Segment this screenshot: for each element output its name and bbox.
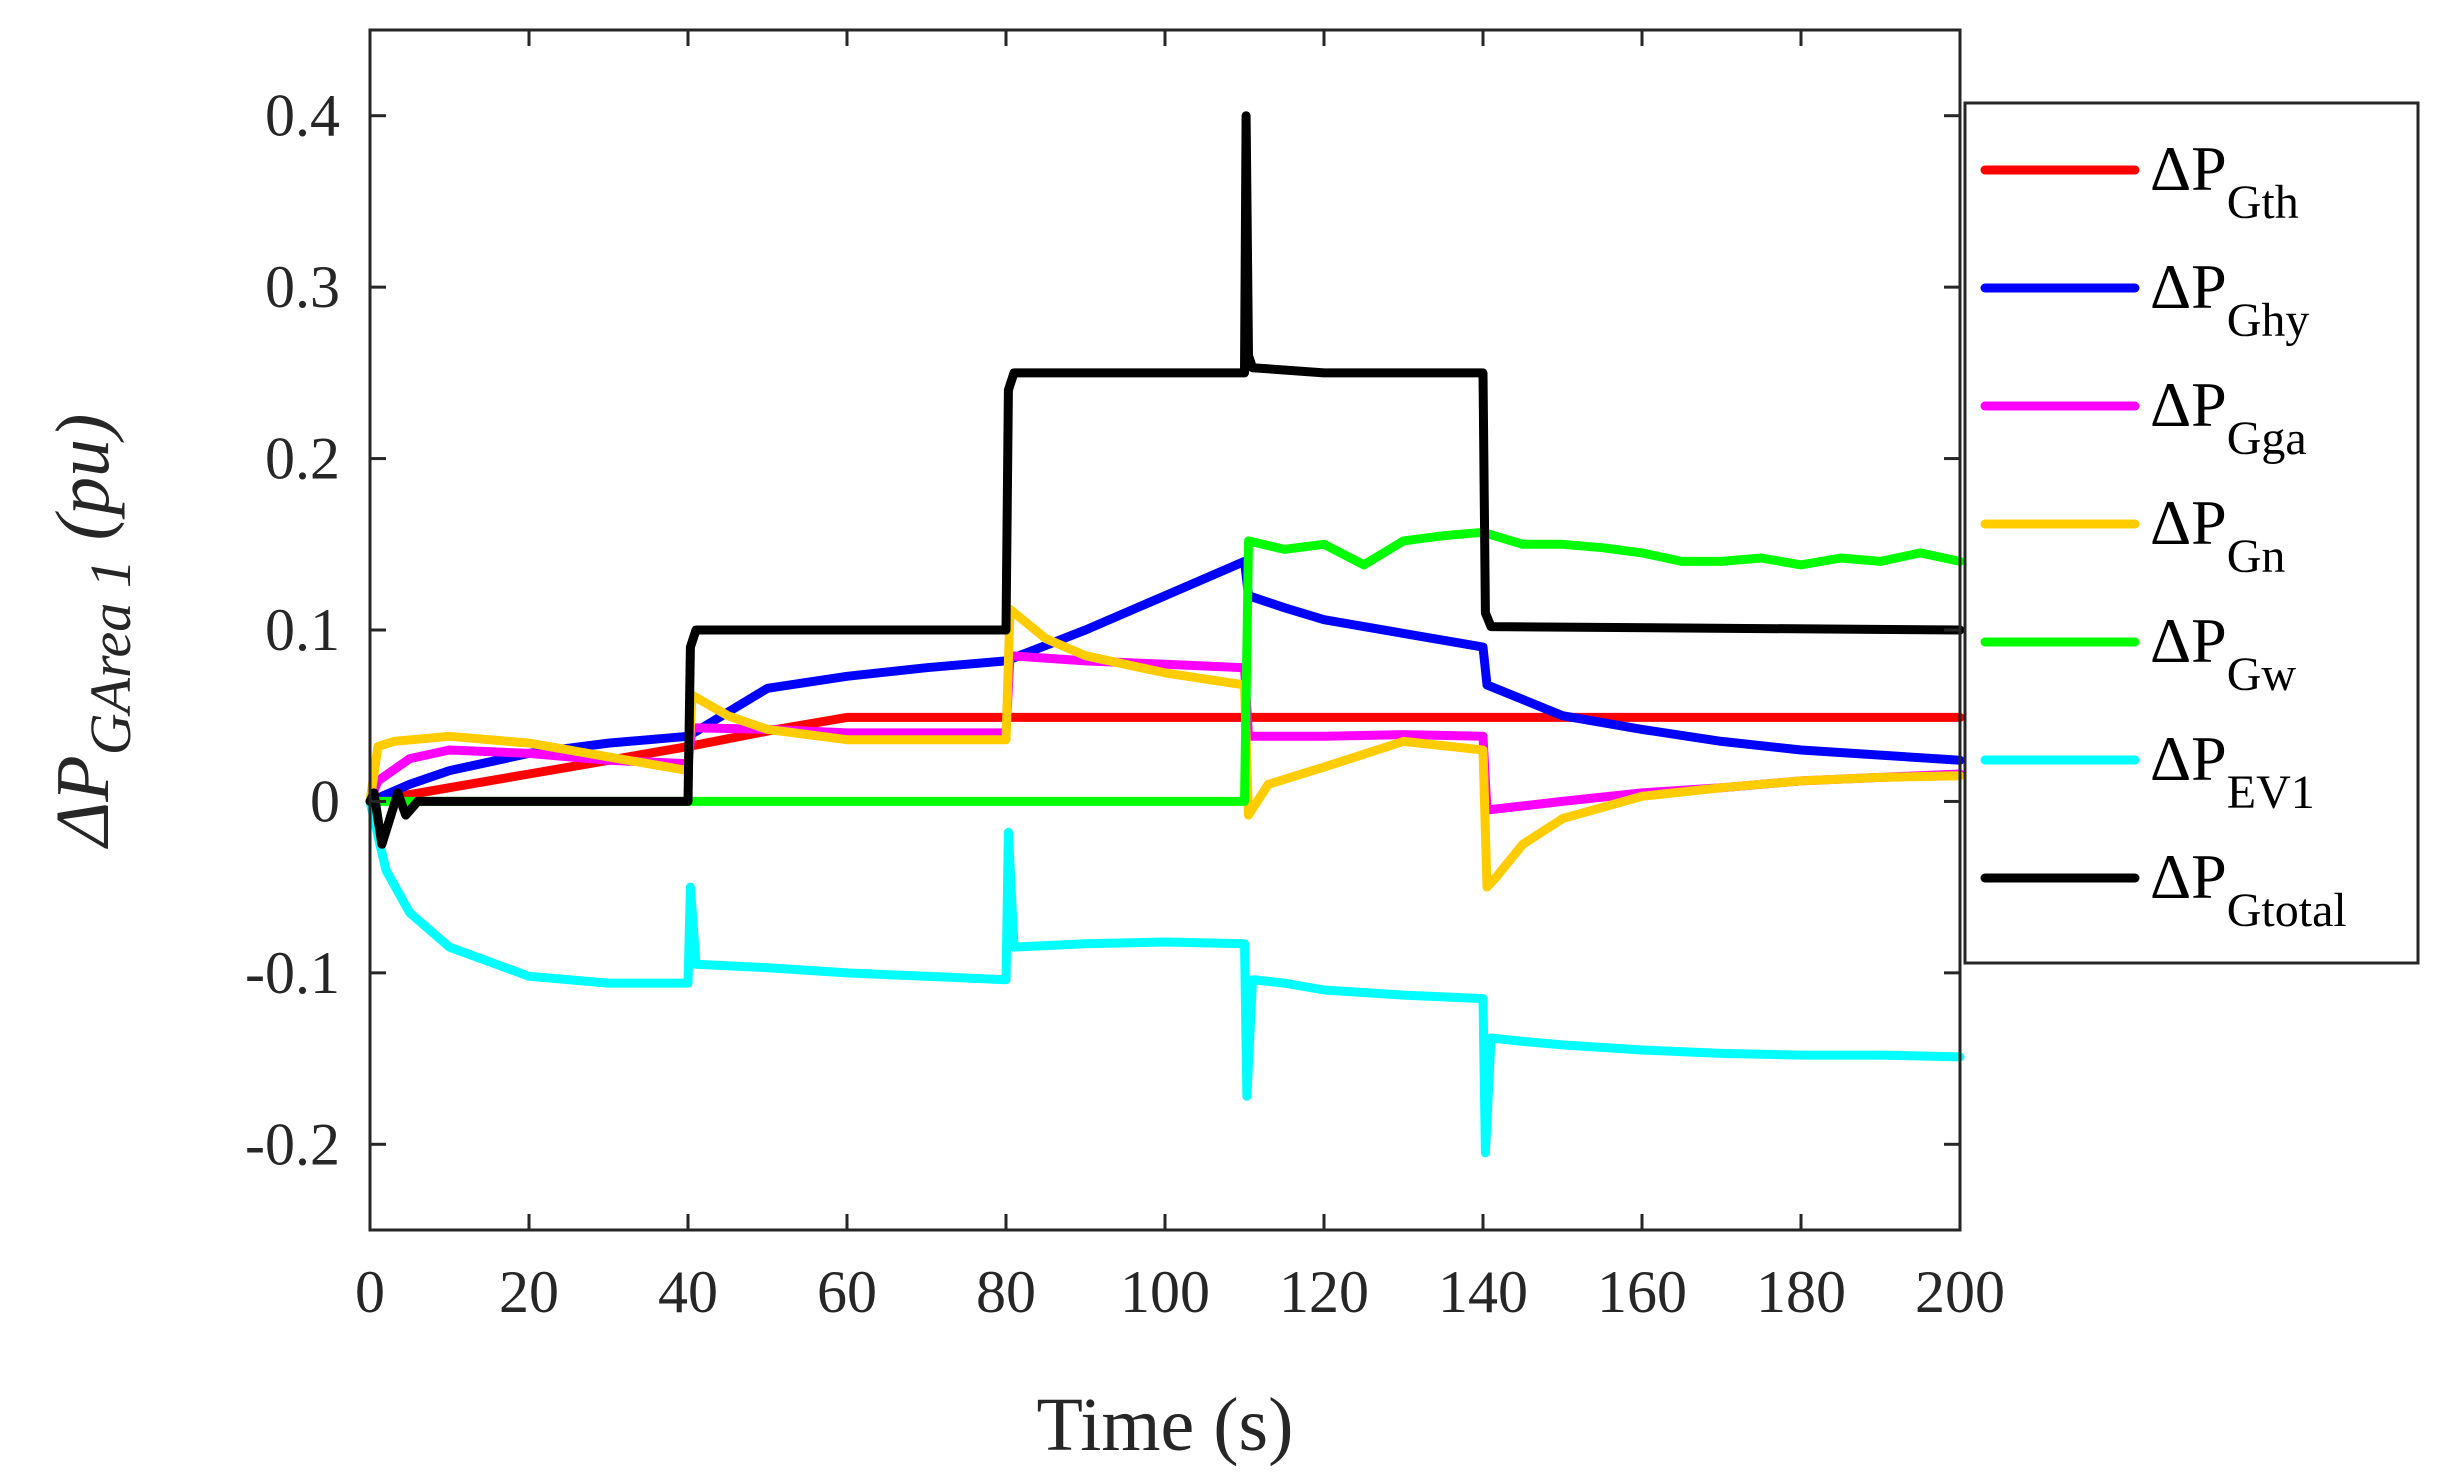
series-line-gtotal (365, 111, 1965, 849)
x-axis-title: Time (s) (1037, 1383, 1294, 1467)
legend-label-gth: ΔPGth (2150, 133, 2299, 229)
legend-label-subscript: EV1 (2227, 766, 2315, 819)
x-tick-label: 140 (1438, 1259, 1528, 1325)
legend-label-subscript: Gth (2227, 176, 2299, 229)
x-tick-label: 0 (355, 1259, 385, 1325)
series-line-gn (365, 604, 1965, 892)
y-tick-label: -0.1 (245, 940, 340, 1006)
legend-label-subscript: Ghy (2227, 294, 2310, 347)
legend-label-base: ΔP (2150, 133, 2227, 204)
x-tick-label: 60 (817, 1259, 877, 1325)
x-tick-label: 160 (1597, 1259, 1687, 1325)
legend-box (1963, 101, 2420, 965)
y-tick-label: 0.1 (265, 597, 340, 663)
legend-label-gga: ΔPGga (2150, 369, 2307, 465)
legend-label-subscript: Gga (2227, 412, 2307, 465)
legend-label-base: ΔP (2150, 605, 2227, 676)
y-tick-label: -0.2 (245, 1111, 340, 1177)
legend-label-base: ΔP (2150, 723, 2227, 794)
y-axis-title-subscript: GArea 1 (78, 559, 143, 755)
x-tick-label: 20 (499, 1259, 559, 1325)
series-line-ev1 (365, 796, 1965, 1158)
x-tick-label: 200 (1915, 1259, 2005, 1325)
y-tick-label: 0.4 (265, 83, 340, 149)
legend-label-gw: ΔPGw (2150, 605, 2296, 701)
y-tick-label: 0 (310, 768, 340, 834)
x-tick-label: 180 (1756, 1259, 1846, 1325)
y-axis-title: ΔPGArea 1 (pu) (41, 414, 143, 850)
legend-label-ghy: ΔPGhy (2150, 251, 2309, 347)
series-line-gth (365, 712, 1965, 806)
series-layer (365, 111, 1965, 1158)
y-axis-title-suffix: (pu) (41, 414, 125, 560)
legend-label-ev1: ΔPEV1 (2150, 723, 2315, 819)
legend-label-gn: ΔPGn (2150, 487, 2285, 583)
tick-layer: 0 20 40 60 80 100 120 140 160 180 200 -0.2 -0.1 0 0.1 0… (245, 30, 2005, 1325)
legend-label-base: ΔP (2150, 369, 2227, 440)
legend-label-subscript: Gw (2227, 648, 2297, 701)
y-axis-title-base: ΔP (41, 755, 125, 849)
legend-label-gtotal: ΔPGtotal (2150, 841, 2347, 937)
x-tick-label: 120 (1279, 1259, 1369, 1325)
x-tick-label: 80 (976, 1259, 1036, 1325)
y-tick-label: 0.3 (265, 254, 340, 320)
legend-label-base: ΔP (2150, 841, 2227, 912)
legend-label-subscript: Gtotal (2227, 884, 2347, 937)
legend-label-base: ΔP (2150, 487, 2227, 558)
x-tick-label: 40 (658, 1259, 718, 1325)
y-tick-label: 0.2 (265, 426, 340, 492)
legend-label-base: ΔP (2150, 251, 2227, 322)
legend-label-subscript: Gn (2227, 530, 2286, 583)
x-tick-label: 100 (1120, 1259, 1210, 1325)
series-line-gw (365, 527, 1965, 806)
series-line-gga (365, 651, 1965, 815)
